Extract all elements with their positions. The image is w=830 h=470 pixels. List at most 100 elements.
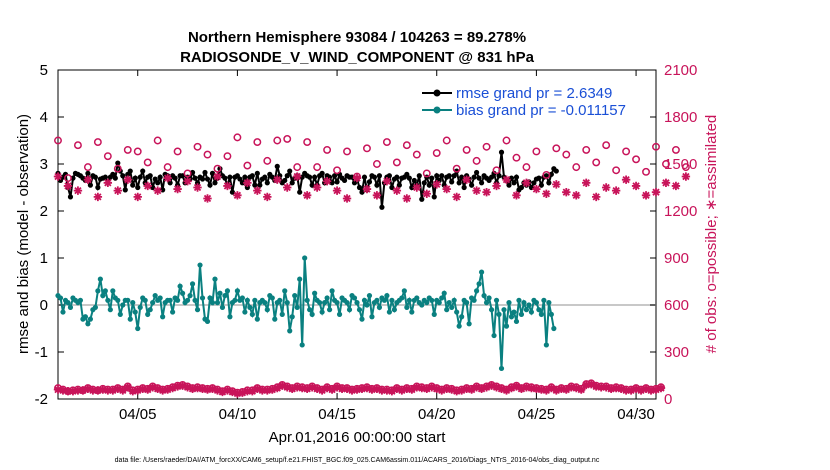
bias-point [381, 297, 388, 303]
obs-possible-marker [253, 138, 262, 147]
obs-assimilated-marker [482, 383, 491, 392]
rmse-point [351, 180, 358, 186]
rmse-point [476, 175, 482, 181]
bias-point [543, 342, 549, 348]
bias-point [326, 307, 333, 313]
y-tick-label: 0 [40, 297, 48, 314]
bias-point [292, 293, 298, 299]
obs-assimilated-marker [228, 387, 237, 397]
bias-point [85, 321, 91, 327]
obs-assimilated-marker [223, 181, 232, 191]
bias-point [481, 293, 487, 299]
obs-assimilated-marker [83, 384, 93, 394]
bias-point [406, 297, 412, 303]
obs-possible-marker [562, 150, 571, 159]
series-5 [53, 379, 666, 398]
bias-point [319, 309, 325, 315]
rmse-point [227, 174, 233, 180]
bias-point [204, 318, 211, 325]
bias-point [77, 297, 84, 303]
rmse-point [140, 168, 146, 174]
bias-point [87, 316, 93, 322]
bias-point [60, 309, 66, 315]
obs-assimilated-marker [123, 175, 132, 184]
obs-possible-marker [412, 150, 421, 159]
bias-point [194, 307, 201, 313]
x-tick-label: 04/25 [518, 406, 556, 423]
obs-assimilated-marker [402, 194, 412, 203]
bias-point [127, 316, 133, 322]
obs-assimilated-marker [283, 383, 292, 392]
obs-assimilated-marker [417, 383, 426, 393]
obs-assimilated-marker [412, 383, 421, 392]
obs-assimilated-marker [63, 181, 73, 191]
obs-assimilated-marker [582, 178, 591, 187]
bias-point [454, 309, 460, 315]
rmse-point [553, 168, 559, 174]
obs-possible-marker [103, 152, 112, 161]
bias-point [354, 300, 360, 306]
rmse-point [212, 180, 218, 186]
bias-point [57, 295, 64, 301]
rmse-point [222, 175, 228, 181]
rmse-point [419, 196, 425, 202]
obs-assimilated-marker [183, 383, 192, 392]
obs-possible-marker [93, 138, 102, 147]
bias-point [541, 297, 547, 303]
rmse-point [511, 180, 517, 186]
bias-point [506, 300, 512, 306]
obs-possible-marker [612, 166, 621, 175]
bias-point [364, 302, 370, 308]
bias-point [92, 304, 98, 310]
obs-assimilated-marker [367, 385, 377, 394]
obs-assimilated-marker [362, 383, 372, 393]
bias-point [184, 297, 191, 303]
bias-point [262, 300, 268, 306]
rmse-point [242, 174, 248, 180]
obs-assimilated-marker [447, 385, 456, 394]
rmse-point [287, 168, 293, 174]
rmse-point [110, 171, 116, 177]
obs-assimilated-marker [577, 385, 586, 394]
bias-point [456, 323, 462, 329]
rmse-point [192, 175, 198, 181]
obs-assimilated-marker [542, 189, 551, 198]
bias-point [299, 342, 305, 348]
obs-assimilated-marker [103, 386, 113, 395]
rmse-point [277, 173, 283, 179]
obs-assimilated-marker [472, 383, 481, 392]
rmse-point [152, 176, 158, 182]
obs-possible-marker [572, 163, 581, 172]
y-tick-label: 1 [40, 250, 48, 267]
bias-point [521, 300, 527, 306]
bias-point [444, 307, 450, 313]
obs-possible-marker [313, 163, 322, 172]
rmse-point [436, 177, 442, 184]
rmse-point [474, 169, 480, 176]
bias-point [120, 302, 126, 308]
bias-point [369, 314, 375, 320]
obs-assimilated-marker [273, 175, 282, 184]
bias-point [67, 304, 74, 310]
obs-assimilated-marker [213, 386, 222, 395]
obs-assimilated-marker [562, 188, 571, 197]
bias-point [217, 290, 223, 296]
series-1 [55, 255, 557, 372]
obs-assimilated-marker [128, 386, 137, 396]
obs-assimilated-marker [422, 189, 431, 198]
y-tick-label: -1 [35, 344, 48, 361]
obs-assimilated-marker [283, 183, 292, 192]
obs-assimilated-marker [113, 384, 122, 394]
bias-point [199, 295, 206, 301]
bias-point [254, 316, 260, 322]
bias-point [436, 300, 442, 306]
obs-assimilated-marker [616, 384, 626, 394]
obs-assimilated-marker [218, 387, 227, 397]
bias-point [478, 269, 485, 275]
rmse-point [237, 176, 243, 182]
obs-possible-marker [422, 169, 431, 178]
obs-assimilated-marker [263, 386, 272, 395]
obs-assimilated-marker [407, 385, 417, 394]
bias-point [546, 300, 552, 306]
obs-possible-marker [482, 142, 491, 151]
